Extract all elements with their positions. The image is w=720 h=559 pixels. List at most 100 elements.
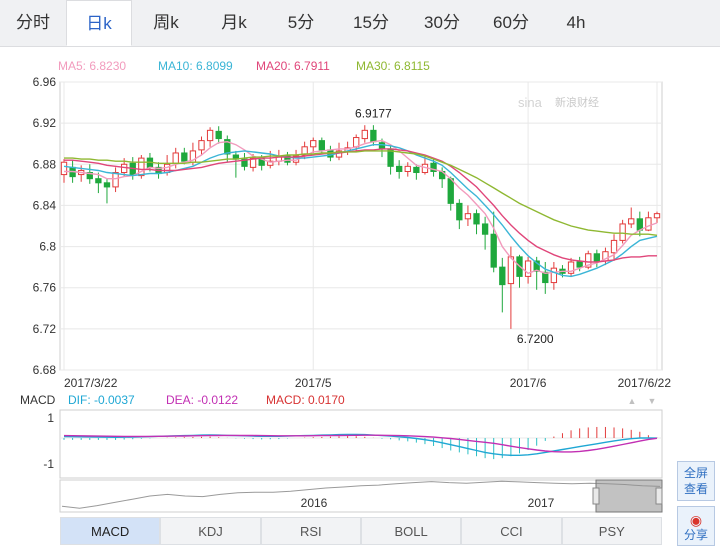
tab-4[interactable]: 5分: [287, 13, 315, 32]
y-tick-label: 6.68: [33, 363, 57, 377]
tab-0[interactable]: 分时: [16, 13, 50, 32]
candle-body: [533, 260, 540, 272]
candle-body: [310, 140, 317, 148]
ma-legend-3: MA30: 6.8115: [356, 59, 430, 73]
dea-line: [63, 434, 658, 453]
y-tick-label: 6.8: [39, 240, 56, 254]
scroll-down-icon: ▼: [648, 396, 657, 406]
candle-body: [404, 165, 411, 172]
y-tick-label: 6.84: [33, 198, 57, 212]
y-tick-label: 6.72: [33, 322, 57, 336]
candle-body: [95, 178, 102, 184]
tab-6[interactable]: 30分: [424, 13, 460, 32]
y-tick-label: 6.92: [33, 116, 57, 130]
candle-body: [653, 213, 661, 219]
share-label: 分享: [683, 528, 708, 542]
candle-body: [361, 129, 368, 140]
indicator-tab-kdj[interactable]: KDJ: [160, 517, 261, 545]
candle-body: [593, 253, 601, 262]
indicator-tab-rsi[interactable]: RSI: [260, 517, 361, 545]
fullscreen-label-1: 全屏: [683, 466, 708, 480]
kline-chart: 6.68 6.72 6.76 6.8 6.84 6.88 6.92 6.96 2017/3/22…: [20, 59, 672, 513]
indicator-tabs: MACD KDJ RSI BOLL CCI PSY: [60, 517, 662, 545]
candle-body: [542, 271, 549, 284]
candle-body: [138, 157, 145, 177]
candle-body: [112, 172, 119, 188]
indicator-tab-boll[interactable]: BOLL: [360, 517, 462, 545]
macd-legend-2: MACD: 0.0170: [266, 393, 345, 407]
ma10-line: [63, 143, 658, 278]
candle-body: [267, 160, 274, 166]
candle-body: [550, 267, 558, 284]
scroll-up-icon: ▲: [628, 396, 637, 406]
candle-body: [481, 223, 489, 235]
tab-1[interactable]: 日k: [66, 0, 132, 46]
candle-body: [396, 165, 403, 172]
candle-body: [284, 155, 291, 163]
macd-legend-1: DEA: -0.0122: [166, 393, 238, 407]
candle-body: [370, 129, 377, 143]
x-tick-label: 2017/6/22: [618, 376, 672, 390]
ma-legend-2: MA20: 6.7911: [256, 59, 330, 73]
candle-body: [215, 130, 222, 140]
x-tick-label: 2017/6: [510, 376, 547, 390]
ma5-line: [64, 139, 658, 275]
candle-body: [645, 217, 652, 231]
navigator-handle-right: [655, 487, 663, 505]
candle-body: [198, 140, 205, 151]
fullscreen-button[interactable]: 全屏 查看: [677, 461, 715, 501]
candle-body: [241, 158, 248, 167]
macd-legend-0: DIF: -0.0037: [68, 393, 135, 407]
navigator-label-2016: 2016: [301, 496, 328, 510]
x-tick-label: 2017/5: [295, 376, 332, 390]
ma-legend-0: MA5: 6.8230: [58, 59, 126, 73]
candle-body: [585, 253, 592, 268]
low-annotation: 6.7200: [517, 332, 554, 346]
candle-body: [619, 223, 626, 241]
navigator-selection: [595, 479, 663, 513]
navigator-handle-left: [592, 487, 600, 505]
tab-3[interactable]: 月k: [221, 13, 247, 32]
candle-body: [610, 239, 618, 254]
y-tick-label: 6.76: [33, 281, 57, 295]
candle-body: [524, 260, 532, 277]
candle-body: [447, 178, 454, 204]
tab-2[interactable]: 周k: [153, 13, 179, 32]
tab-8[interactable]: 4h: [566, 13, 586, 32]
sina-logo-icon: sina: [518, 95, 543, 110]
y-tick-label: 6.88: [33, 157, 57, 171]
sina-watermark: 新浪财经: [555, 95, 599, 109]
indicator-tab-psy[interactable]: PSY: [561, 517, 662, 545]
macd-y-label: -1: [43, 457, 54, 471]
indicator-tab-macd[interactable]: MACD: [60, 517, 161, 545]
candle-body: [103, 182, 111, 188]
x-tick-label: 2017/3/22: [64, 376, 118, 390]
candle-body: [473, 213, 480, 225]
ma20-line: [64, 148, 657, 263]
candle-body: [181, 152, 188, 162]
candle-body: [567, 261, 575, 274]
candle-body: [628, 218, 635, 225]
candle-body: [120, 163, 128, 174]
candle-body: [490, 233, 497, 268]
candle-body: [86, 172, 93, 180]
macd-legend-title: MACD: [20, 393, 56, 407]
tab-5[interactable]: 15分: [353, 13, 389, 32]
indicator-tab-cci[interactable]: CCI: [461, 517, 562, 545]
y-tick-label: 6.96: [33, 75, 57, 89]
candle-body: [249, 157, 257, 168]
candle-body: [301, 146, 308, 156]
macd-y-label: 1: [47, 411, 54, 425]
candle-body: [507, 256, 515, 285]
ma30-line: [64, 150, 658, 236]
candle-body: [456, 202, 463, 221]
tab-7[interactable]: 60分: [493, 13, 529, 32]
candle-body: [576, 261, 583, 268]
candle-body: [430, 162, 437, 172]
share-button[interactable]: ◉ 分享: [677, 506, 715, 546]
candle-body: [60, 161, 68, 176]
candle-body: [163, 163, 171, 174]
candle-body: [378, 142, 386, 150]
candle-body: [636, 218, 643, 231]
candle-body: [464, 213, 472, 220]
